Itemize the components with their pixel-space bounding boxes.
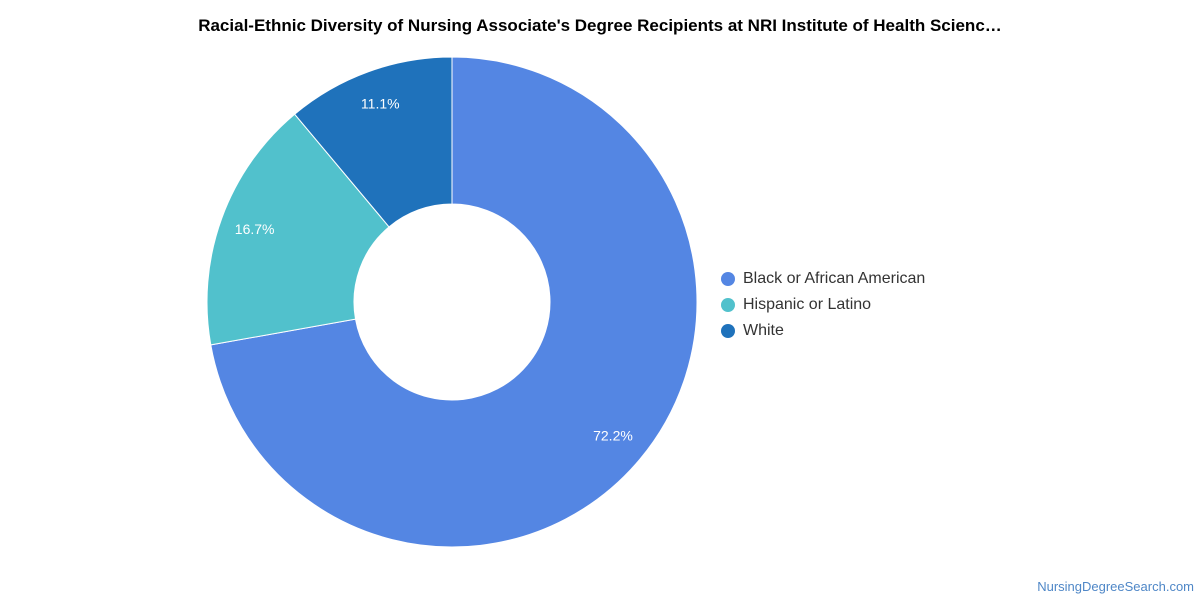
legend-item[interactable]: Hispanic or Latino xyxy=(721,292,925,318)
chart-title: Racial-Ethnic Diversity of Nursing Assoc… xyxy=(198,16,1002,35)
legend-item[interactable]: White xyxy=(721,318,925,344)
donut-slice-hispanic-or-latino[interactable] xyxy=(206,113,390,346)
legend-swatch-icon xyxy=(721,298,735,312)
slice-data-label: 11.1% xyxy=(361,95,400,111)
source-watermark[interactable]: NursingDegreeSearch.com xyxy=(1037,579,1194,594)
legend-label: White xyxy=(743,322,784,339)
legend-item[interactable]: Black or African American xyxy=(721,266,925,292)
slice-data-label: 72.2% xyxy=(593,428,633,444)
legend-label: Hispanic or Latino xyxy=(743,296,872,313)
chart-legend: Black or African American Hispanic or Lat… xyxy=(721,266,925,344)
legend-swatch-icon xyxy=(721,272,735,286)
slice-data-label: 16.7% xyxy=(235,221,275,237)
donut-slice-white[interactable] xyxy=(293,56,453,228)
legend-swatch-icon xyxy=(721,324,735,338)
legend-label: Black or African American xyxy=(743,270,926,287)
donut-slice-black-or-african-american[interactable] xyxy=(210,56,698,548)
